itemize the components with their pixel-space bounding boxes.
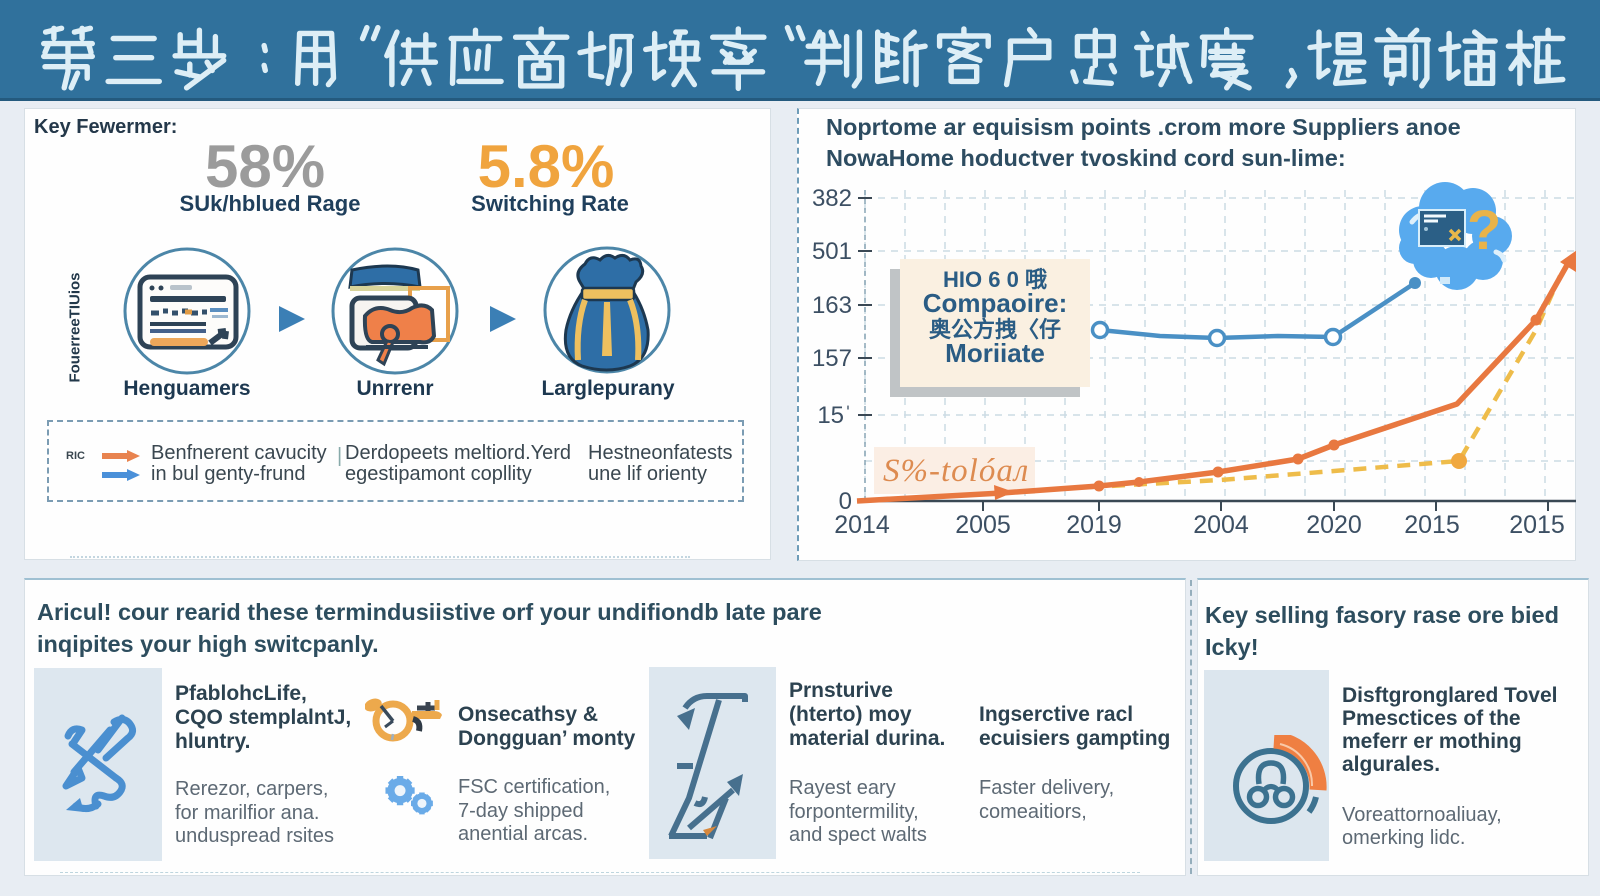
- svg-text:501: 501: [812, 238, 852, 265]
- svg-text:2014: 2014: [834, 511, 890, 539]
- svg-text:163: 163: [812, 292, 852, 319]
- svg-text:S%-tolóал: S%-tolóал: [883, 453, 1029, 489]
- svg-text:15ˈ: 15ˈ: [817, 402, 852, 429]
- svg-text:2020: 2020: [1306, 511, 1362, 539]
- svg-text:2015: 2015: [1509, 511, 1565, 539]
- svg-text:Compaoire:: Compaoire:: [923, 288, 1067, 318]
- svg-text:2015: 2015: [1404, 511, 1460, 539]
- svg-text:0: 0: [839, 488, 852, 515]
- svg-text:2019: 2019: [1066, 511, 1122, 539]
- svg-text:382: 382: [812, 185, 852, 212]
- svg-text:HIO 6 0 哦: HIO 6 0 哦: [943, 267, 1047, 292]
- svg-text:Moriiate: Moriiate: [945, 338, 1045, 368]
- svg-text:2004: 2004: [1193, 511, 1249, 539]
- svg-text:奥公方拽〈仔: 奥公方拽〈仔: [929, 317, 1061, 342]
- svg-text:157: 157: [812, 345, 852, 372]
- svg-text:2005: 2005: [955, 511, 1011, 539]
- svg-text:?: ?: [1467, 198, 1501, 261]
